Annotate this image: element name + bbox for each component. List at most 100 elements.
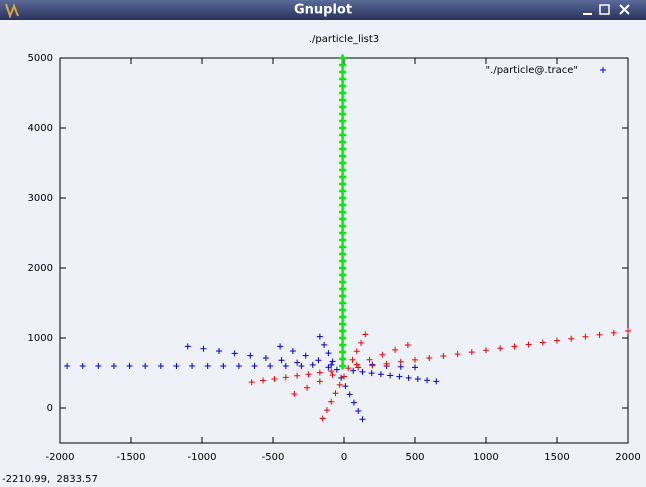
point — [414, 376, 421, 383]
point — [339, 285, 347, 293]
point — [336, 381, 343, 388]
point — [369, 362, 376, 369]
point — [359, 368, 366, 375]
point — [339, 341, 347, 349]
point — [404, 342, 411, 348]
point — [329, 358, 336, 365]
point — [95, 363, 102, 369]
point — [341, 373, 347, 380]
point — [339, 243, 347, 251]
point — [184, 343, 191, 350]
y-tick-label: 2000 — [28, 263, 53, 274]
x-tick-label: 1500 — [544, 452, 569, 463]
x-tick-label: 1000 — [473, 452, 498, 463]
point — [305, 371, 312, 378]
point — [316, 369, 323, 376]
legend-label: "./particle@.trace" — [486, 65, 578, 76]
point — [339, 110, 347, 118]
point — [271, 375, 278, 382]
point — [383, 360, 390, 367]
point — [339, 152, 347, 160]
point — [342, 383, 349, 390]
point — [339, 194, 347, 202]
point — [379, 351, 386, 358]
point — [339, 180, 347, 188]
point — [412, 364, 418, 371]
point — [339, 166, 347, 174]
point — [339, 257, 347, 265]
point — [248, 379, 255, 386]
point — [339, 222, 347, 230]
point — [328, 398, 335, 405]
point — [339, 201, 347, 209]
point — [298, 363, 305, 369]
point — [396, 373, 403, 380]
point — [110, 363, 117, 369]
point — [321, 341, 328, 348]
point — [339, 215, 347, 223]
point — [142, 363, 149, 369]
point — [339, 145, 347, 153]
window-title: Gnuplot — [294, 3, 352, 18]
point — [332, 390, 339, 397]
point — [339, 348, 347, 356]
point — [339, 355, 347, 363]
point — [289, 348, 296, 355]
point — [291, 391, 298, 397]
point — [339, 138, 347, 146]
point — [392, 346, 399, 353]
point — [483, 347, 489, 354]
point — [319, 415, 326, 422]
point — [339, 61, 347, 69]
x-tick-label: 500 — [405, 452, 424, 463]
point — [568, 335, 575, 342]
point — [426, 354, 433, 361]
point — [333, 366, 340, 373]
point — [315, 357, 322, 364]
point — [339, 54, 347, 62]
point — [338, 374, 345, 381]
point — [204, 363, 211, 369]
point — [625, 328, 631, 334]
point — [200, 345, 207, 352]
point — [339, 82, 347, 90]
x-tick-label: 0 — [341, 452, 347, 463]
point — [412, 356, 418, 363]
point — [339, 173, 347, 181]
point — [189, 363, 196, 369]
point — [339, 362, 347, 370]
point — [468, 349, 475, 356]
point — [339, 313, 347, 321]
point — [339, 271, 347, 279]
point — [397, 358, 404, 365]
point — [358, 339, 365, 346]
close-button[interactable] — [619, 4, 630, 15]
point — [339, 131, 347, 139]
point — [220, 363, 227, 369]
maximize-button[interactable] — [599, 4, 610, 15]
y-tick-label: 4000 — [28, 123, 53, 134]
point — [339, 68, 347, 76]
point — [387, 372, 394, 379]
point — [339, 236, 347, 244]
point — [339, 124, 347, 132]
point — [350, 399, 357, 406]
point — [424, 377, 431, 384]
point — [294, 359, 301, 366]
point — [309, 361, 316, 368]
point — [339, 187, 347, 195]
point — [251, 363, 258, 369]
point — [368, 370, 375, 377]
point — [339, 96, 347, 104]
point — [247, 352, 254, 359]
x-tick-label: -500 — [262, 452, 285, 463]
legend-marker — [600, 67, 606, 73]
point — [339, 299, 347, 307]
point — [582, 333, 589, 340]
point — [231, 350, 238, 357]
chart-title: ./particle_list3 — [309, 34, 379, 45]
point — [328, 368, 335, 375]
point — [359, 416, 366, 423]
y-tick-label: 5000 — [28, 53, 53, 64]
point — [260, 377, 267, 384]
